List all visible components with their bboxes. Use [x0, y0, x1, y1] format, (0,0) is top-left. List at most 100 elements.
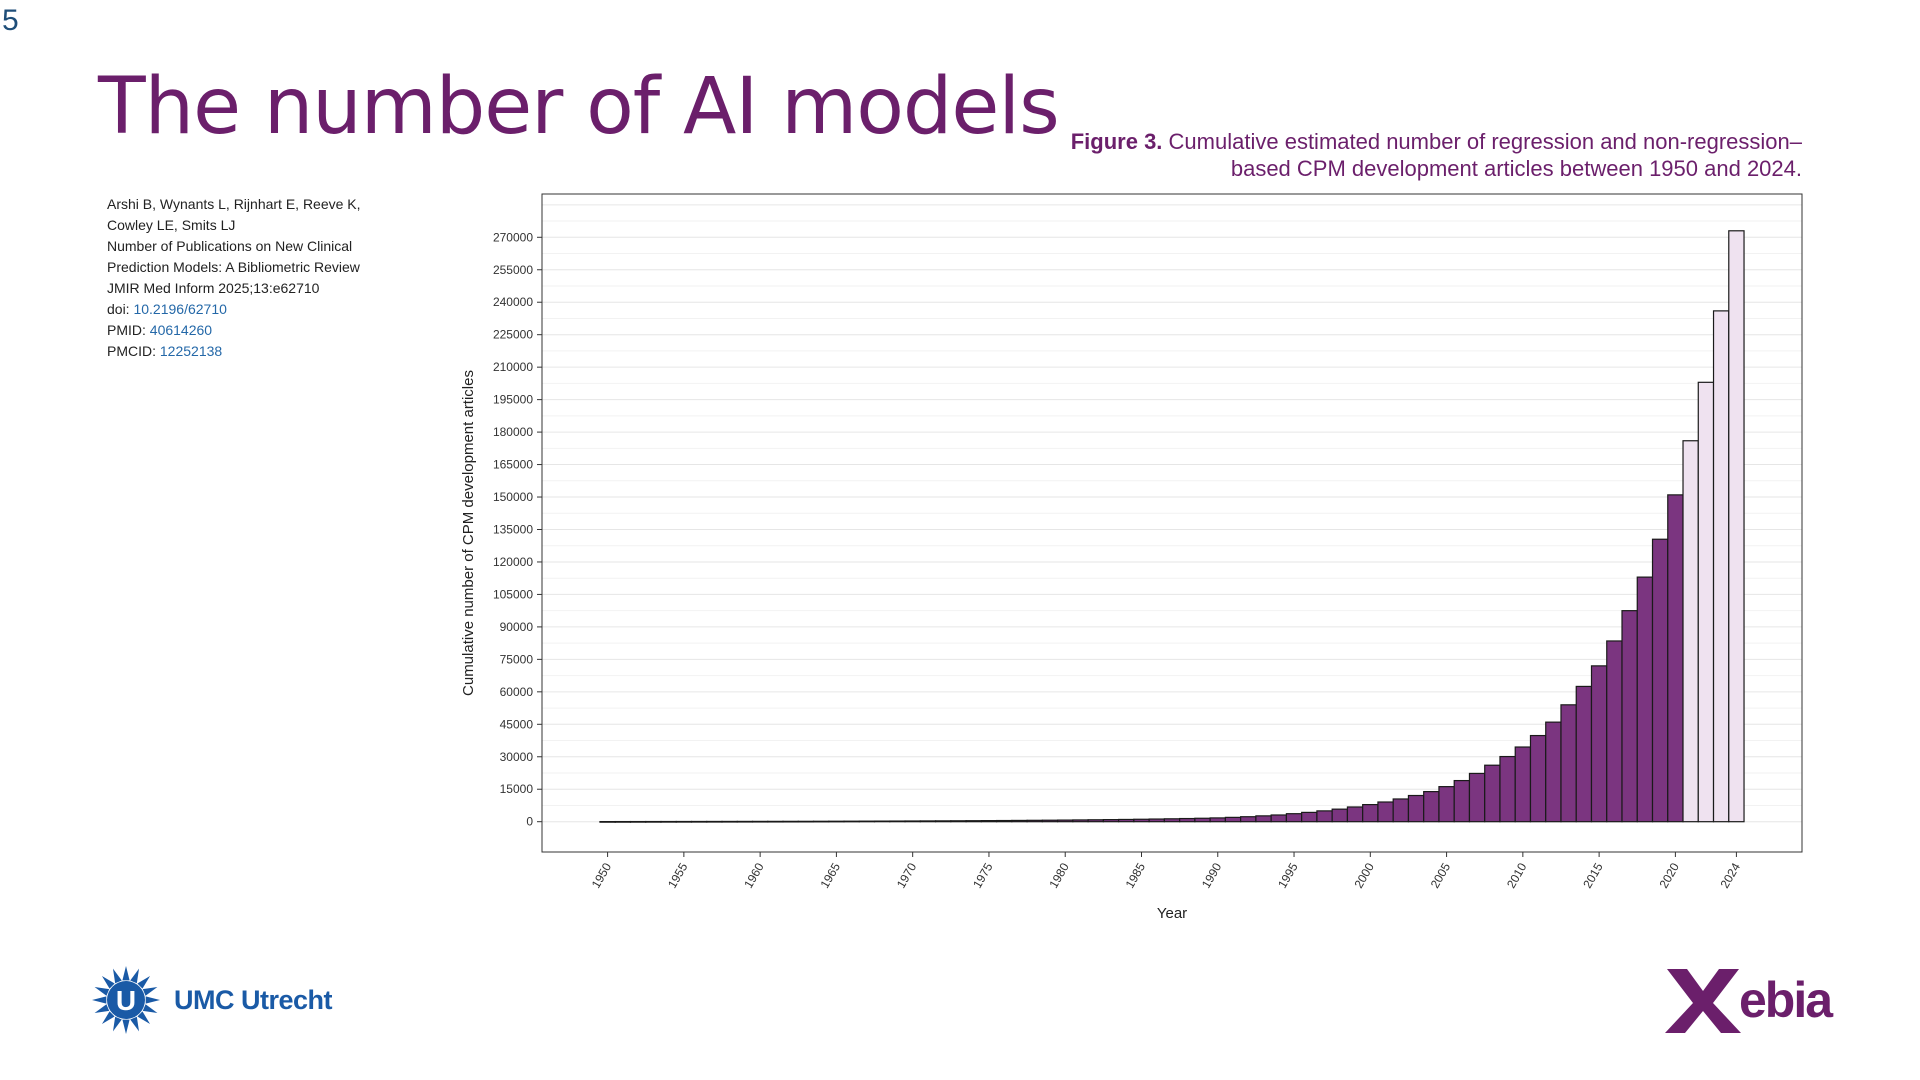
bar	[1560, 704, 1577, 823]
y-tick-label: 270000	[493, 230, 533, 244]
figure-caption: Figure 3. Cumulative estimated number of…	[1042, 128, 1802, 182]
bar	[1438, 786, 1455, 823]
plot-frame	[541, 193, 1803, 853]
x-tick-label: 2015	[1580, 860, 1606, 890]
xebia-logo: ebia	[1665, 969, 1836, 1033]
bar	[1621, 610, 1638, 823]
umc-ray	[130, 968, 140, 984]
reference-block: Arshi B, Wynants L, Rijnhart E, Reeve K,…	[107, 194, 361, 362]
reference-authors-2: Cowley LE, Smits LJ	[107, 217, 236, 233]
bar	[1712, 310, 1730, 823]
y-tick-label: 150000	[493, 490, 533, 504]
x-tick-label: 2005	[1428, 860, 1454, 890]
y-tick-label: 165000	[493, 458, 533, 472]
y-axis-label: Cumulative number of CPM development art…	[460, 370, 477, 696]
umc-ray	[142, 1004, 158, 1014]
bar	[934, 820, 952, 823]
umc-ray	[112, 1016, 122, 1032]
caption-label: Figure 3.	[1070, 129, 1163, 154]
umc-ray	[130, 1016, 140, 1032]
bar	[767, 820, 784, 823]
bar	[675, 820, 693, 823]
bar	[1392, 798, 1410, 823]
bar	[629, 820, 647, 823]
bar	[873, 820, 891, 823]
bar	[736, 820, 754, 823]
y-tick-label: 240000	[493, 295, 533, 309]
umc-ray	[145, 996, 160, 1004]
umc-ray	[94, 1004, 110, 1014]
reference-title-1: Number of Publications on New Clinical	[107, 238, 353, 254]
bar	[645, 820, 662, 823]
bar	[1056, 819, 1074, 823]
bar	[1514, 746, 1532, 823]
x-tick-label: 1955	[665, 860, 691, 890]
umc-logo-text: UMC Utrecht	[174, 984, 333, 1015]
x-tick-label: 2000	[1351, 860, 1377, 890]
y-tick-label: 210000	[493, 360, 533, 374]
x-tick-label: 1995	[1275, 860, 1301, 890]
slide-title: The number of AI models	[98, 62, 1060, 152]
umc-ray	[137, 975, 151, 989]
bar	[690, 820, 708, 823]
bar	[1331, 808, 1349, 823]
caption-text: Cumulative estimated number of regressio…	[1168, 129, 1802, 181]
umc-ray	[94, 986, 110, 996]
x-tick-label: 1990	[1199, 860, 1225, 890]
reference-title-2: Prediction Models: A Bibliometric Review	[107, 259, 360, 275]
pmcid-link[interactable]: 12252138	[159, 343, 223, 359]
x-tick-label: 1970	[894, 860, 920, 890]
y-tick-label: 15000	[500, 782, 534, 796]
bar	[1484, 764, 1501, 823]
bar	[1041, 819, 1059, 823]
bar	[1240, 816, 1257, 823]
x-tick-label: 2020	[1657, 860, 1683, 890]
bar	[1590, 665, 1608, 823]
bar	[1179, 817, 1196, 823]
umc-ray	[122, 1019, 130, 1034]
y-tick-label: 45000	[500, 717, 534, 731]
bar	[1209, 817, 1226, 823]
y-tick-label: 60000	[500, 685, 534, 699]
bar	[995, 819, 1013, 823]
bar	[1194, 817, 1211, 823]
reference-pmcid: PMCID: 12252138	[107, 341, 361, 362]
bar	[1118, 818, 1135, 823]
bar	[1072, 819, 1089, 823]
x-tick-label: 1965	[818, 860, 844, 890]
bar	[1377, 801, 1394, 823]
umc-sun-icon: U	[92, 966, 160, 1034]
x-tick-label: 1960	[741, 860, 767, 890]
bar	[1346, 806, 1364, 823]
y-tick-label: 225000	[493, 328, 533, 342]
umc-ray	[122, 966, 130, 981]
umc-ray	[142, 986, 158, 996]
umc-utrecht-logo: U UMC Utrecht	[90, 964, 333, 1036]
umc-ray	[92, 996, 107, 1004]
bar	[1545, 721, 1562, 823]
umc-ray	[137, 1011, 151, 1025]
bar	[782, 820, 799, 823]
bar	[858, 820, 876, 823]
bar	[1423, 791, 1440, 823]
umc-ray	[101, 1011, 115, 1025]
doi-link[interactable]: 10.2196/62710	[133, 301, 227, 317]
bar	[904, 820, 921, 823]
y-tick-label: 30000	[500, 750, 534, 764]
bar	[706, 820, 723, 823]
bar	[1133, 818, 1150, 823]
bar	[1575, 685, 1593, 823]
x-tick-label: 1985	[1123, 860, 1149, 890]
bar	[1606, 640, 1623, 823]
x-tick-label: 1975	[970, 860, 996, 890]
bar	[1087, 819, 1104, 823]
y-tick-label: 195000	[493, 393, 533, 407]
y-tick-label: 90000	[500, 620, 534, 634]
pmid-link[interactable]: 40614260	[149, 322, 213, 338]
bar	[1651, 538, 1669, 823]
bar	[660, 820, 677, 823]
umc-ray	[101, 975, 115, 989]
bar	[1468, 772, 1486, 823]
bar	[1224, 816, 1242, 823]
bar	[965, 820, 982, 823]
